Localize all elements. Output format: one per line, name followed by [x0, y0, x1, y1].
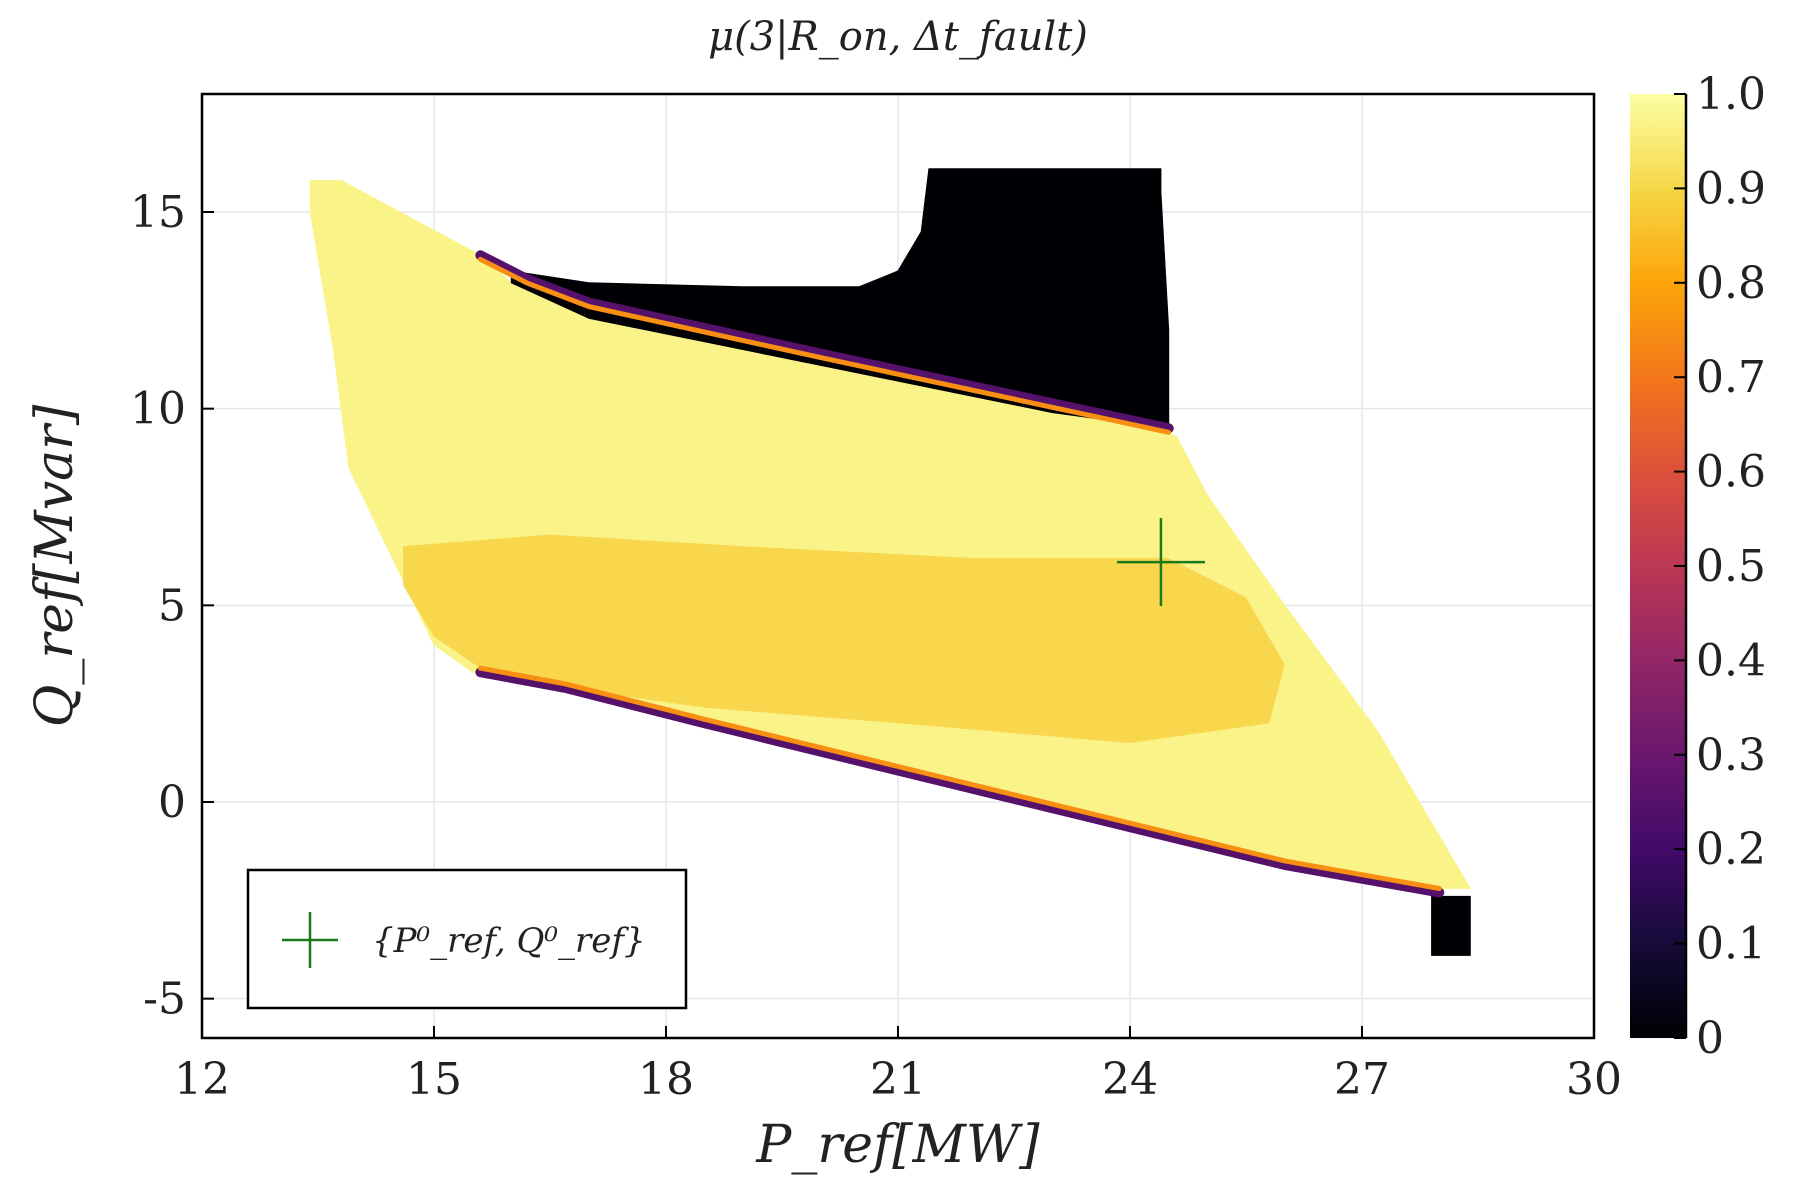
- y-tick-label: 15: [130, 187, 186, 238]
- x-tick-label: 21: [870, 1054, 926, 1105]
- x-axis-ticks: 12 15 18 21 24 27 30: [174, 1026, 1622, 1105]
- colorbar-tick-label: 0.2: [1696, 824, 1766, 875]
- colorbar-tick-label: 0.6: [1696, 447, 1766, 498]
- colorbar-tick-label: 0.1: [1696, 919, 1766, 970]
- boundary-edge-line: [475, 667, 1445, 898]
- reference-point-marker: [1116, 518, 1205, 607]
- x-tick-label: 15: [406, 1054, 462, 1105]
- boundary-edge-line: [475, 250, 1174, 434]
- colorbar-tick-label: 0.7: [1696, 352, 1766, 403]
- legend-cross-icon: [282, 912, 338, 968]
- y-tick-label: 10: [130, 384, 186, 435]
- chart-title: μ(3|R_on, Δt_fault): [708, 14, 1088, 60]
- boundary-edge-line: [477, 256, 1172, 435]
- colorbar-tick-label: 0.5: [1696, 541, 1766, 592]
- x-tick-label: 27: [1334, 1054, 1390, 1105]
- markers: [1116, 518, 1205, 607]
- heatmap-region: [403, 534, 1285, 743]
- y-tick-label: 0: [158, 777, 186, 828]
- x-tick-label: 30: [1566, 1054, 1622, 1105]
- y-axis-ticks: -5 0 5 10 15: [130, 187, 214, 1025]
- colorbar-tick-label: 0.8: [1696, 258, 1766, 309]
- y-tick-label: -5: [143, 974, 186, 1025]
- y-tick-label: 5: [158, 580, 186, 631]
- colorbar-tick-label: 0.4: [1696, 635, 1766, 686]
- boundary-edge-line: [477, 665, 1442, 891]
- heatmap-region: [1431, 895, 1471, 956]
- colorbar-tick-label: 0.3: [1696, 730, 1766, 781]
- y-axis-title: Q_ref[Mvar]: [25, 404, 85, 727]
- x-tick-label: 24: [1102, 1054, 1158, 1105]
- legend: {P⁰_ref, Q⁰_ref}: [246, 868, 688, 1010]
- heatmap-region: [510, 168, 1170, 429]
- colorbar-tick-label: 0.9: [1696, 163, 1766, 214]
- colorbar-tick-label: 1.0: [1696, 69, 1766, 120]
- heatmap-regions: [309, 168, 1471, 956]
- x-axis-title: P_ref[MW]: [755, 1115, 1040, 1175]
- x-tick-label: 18: [638, 1054, 694, 1105]
- colorbar-tick-label: 0: [1696, 1013, 1724, 1064]
- legend-label: {P⁰_ref, Q⁰_ref}: [372, 921, 646, 961]
- boundary-edges: [475, 250, 1445, 898]
- x-tick-label: 12: [174, 1054, 230, 1105]
- colorbar-ticks: 0 0.1 0.2 0.3 0.4 0.5 0.6 0.7 0.8 0.9 1.0: [1674, 69, 1766, 1064]
- colorbar: 0 0.1 0.2 0.3 0.4 0.5 0.6 0.7 0.8 0.9 1.0: [1630, 69, 1766, 1064]
